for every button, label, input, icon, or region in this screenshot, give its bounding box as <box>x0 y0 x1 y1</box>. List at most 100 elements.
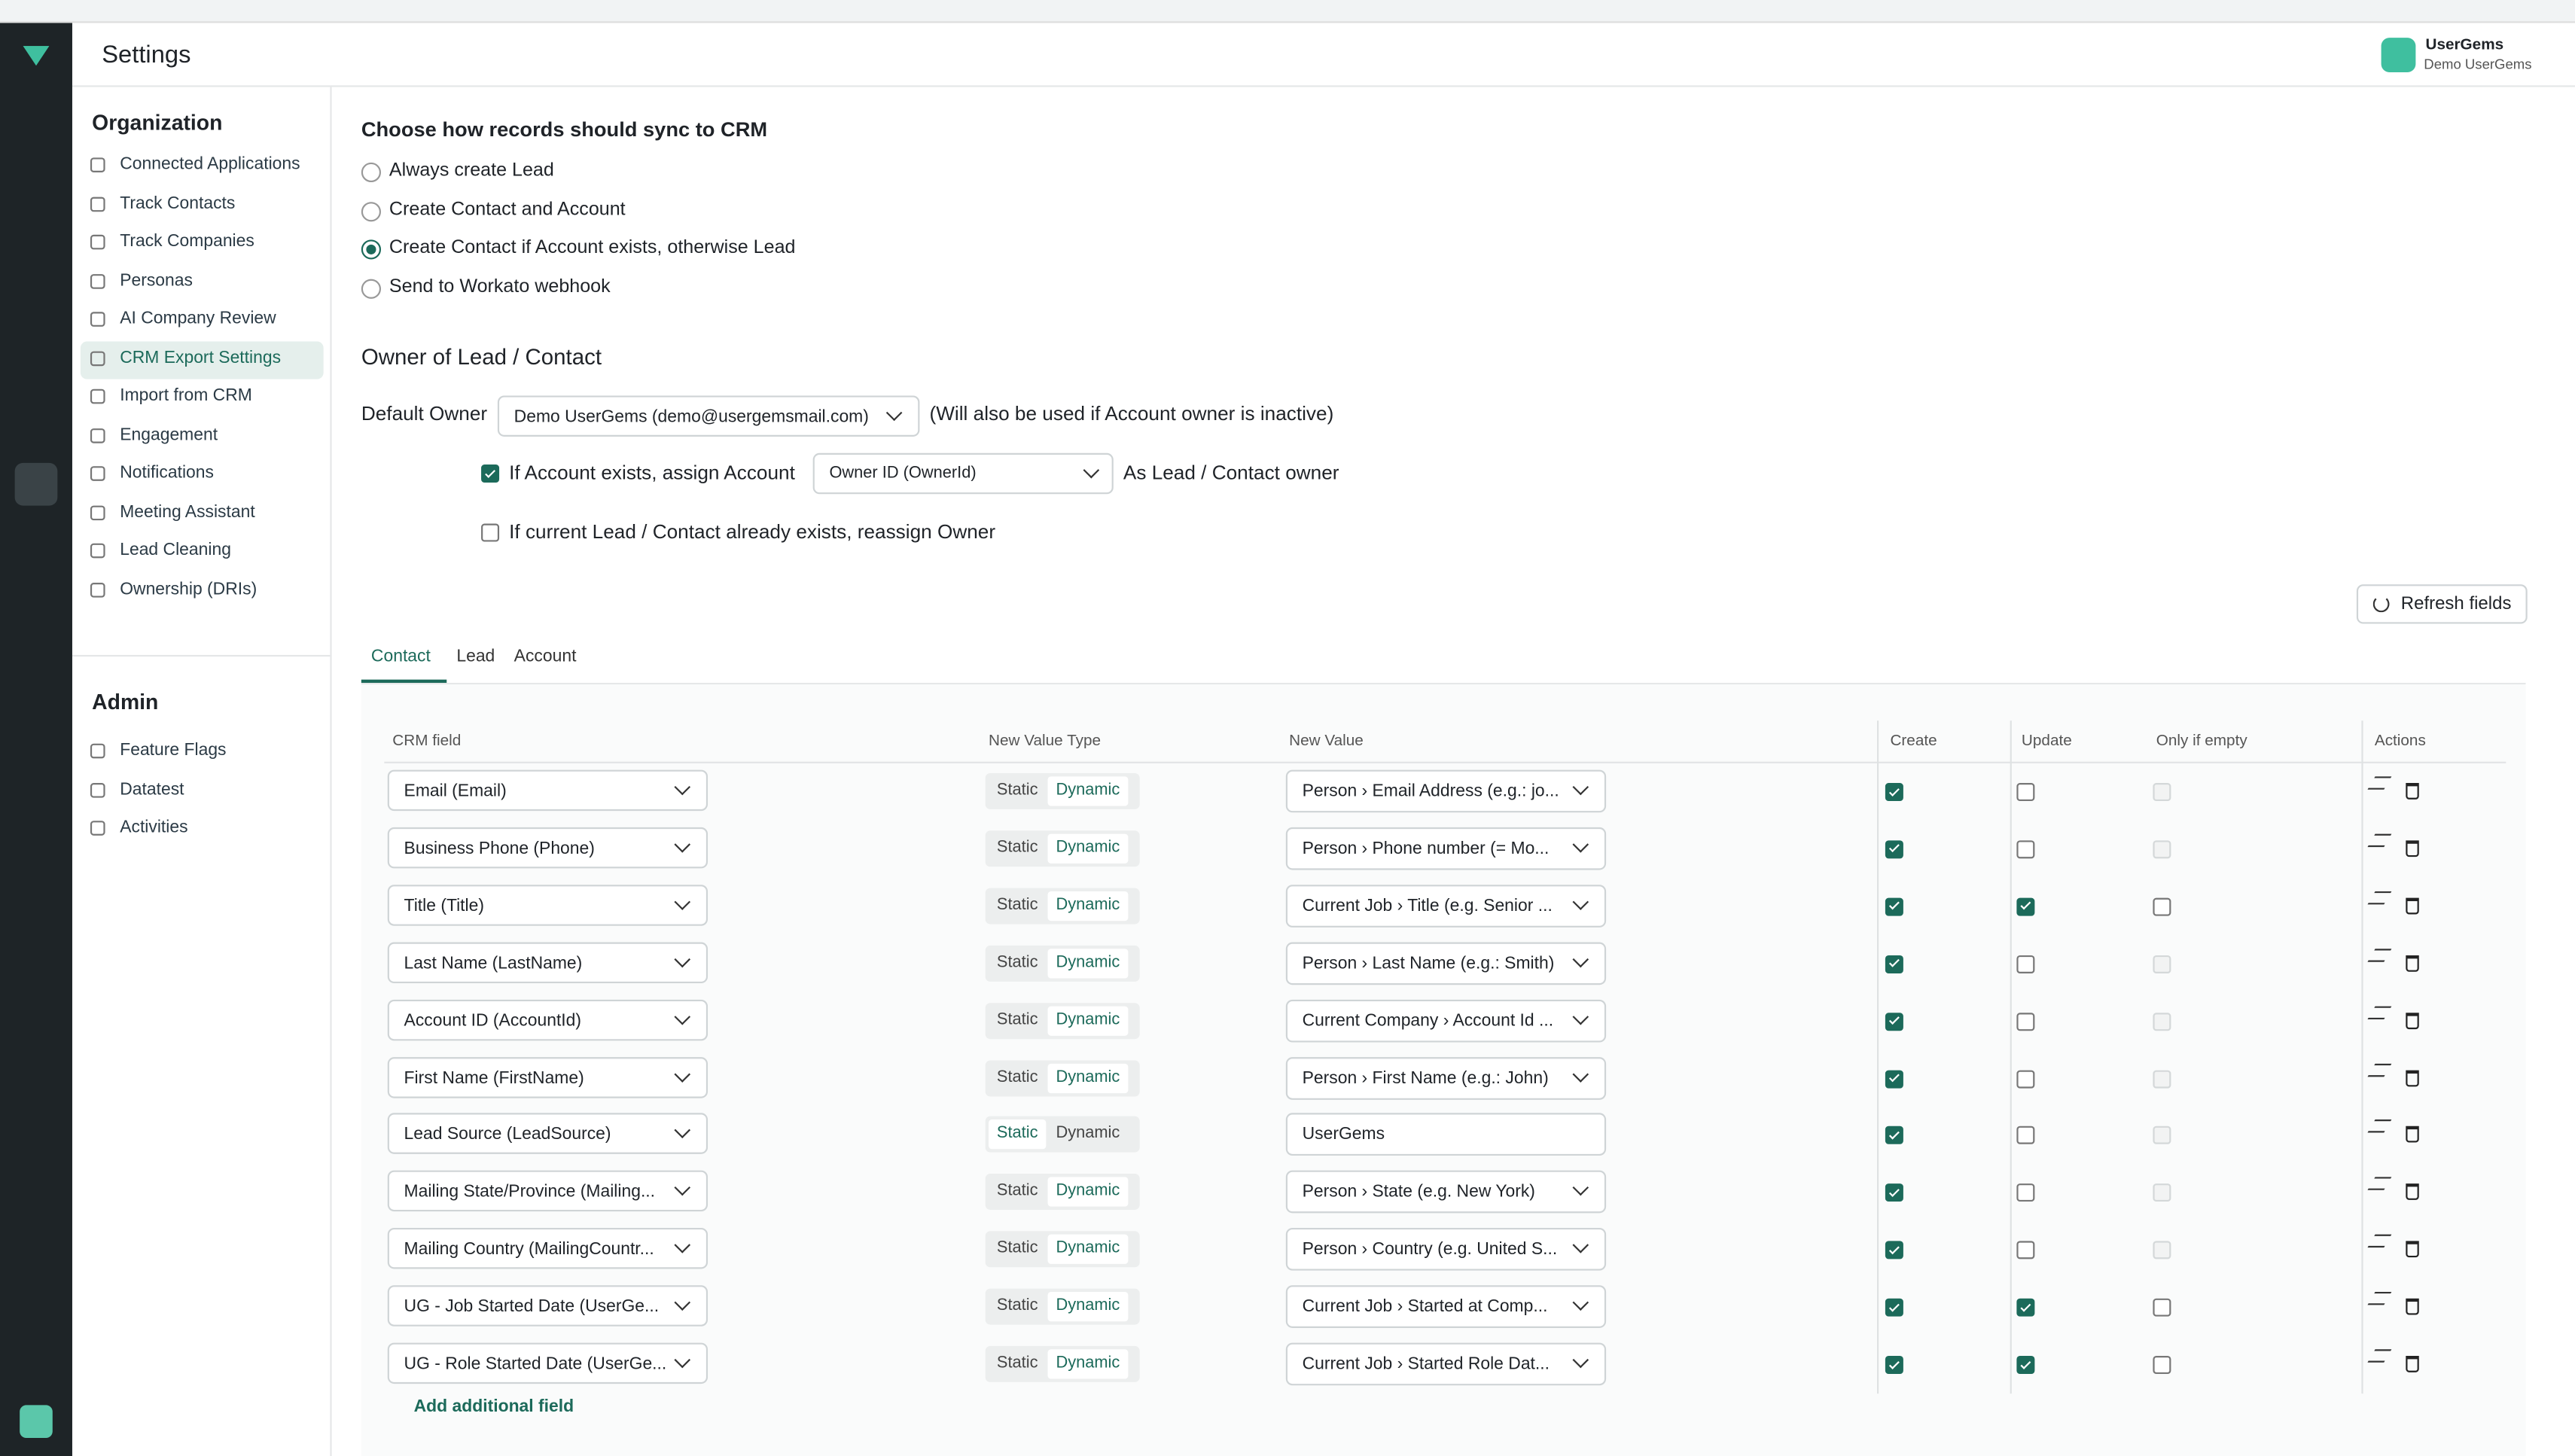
type-option[interactable]: Dynamic <box>1047 1177 1129 1208</box>
checkbox[interactable] <box>2016 840 2035 859</box>
value-input[interactable]: Person › First Name (e.g.: John) <box>1285 1056 1607 1099</box>
checkbox[interactable] <box>2016 955 2035 973</box>
field-dropdown[interactable]: Last Name (LastName) <box>387 941 709 983</box>
checkbox[interactable] <box>2016 1012 2035 1031</box>
shuffle-icon[interactable] <box>2367 1292 2392 1305</box>
delete-icon[interactable] <box>2406 955 2419 972</box>
delete-icon[interactable] <box>2406 1069 2419 1086</box>
nav-item[interactable]: Datatest <box>120 778 184 799</box>
field-dropdown[interactable]: First Name (FirstName) <box>387 1056 709 1098</box>
checkbox[interactable] <box>1885 1183 1903 1202</box>
type-option[interactable]: Static <box>996 1010 1038 1029</box>
type-option[interactable]: Dynamic <box>1047 1005 1129 1035</box>
delete-icon[interactable] <box>2406 1012 2419 1029</box>
owner-dropdown[interactable]: Demo UserGems (demo@usergemsmail.com) <box>497 395 920 437</box>
refresh-button[interactable]: Refresh fields <box>2356 584 2528 624</box>
type-toggle[interactable]: Static Dynamic <box>985 1059 1140 1096</box>
checkbox[interactable] <box>2016 1126 2035 1145</box>
shuffle-icon[interactable] <box>2367 891 2392 904</box>
checkbox[interactable] <box>1885 1241 1903 1260</box>
type-option[interactable]: Static <box>996 953 1038 972</box>
checkbox[interactable] <box>2016 1069 2035 1088</box>
checkbox[interactable] <box>1885 1126 1903 1145</box>
nav-item[interactable]: Personas <box>120 270 193 290</box>
type-option[interactable]: Static <box>996 896 1038 915</box>
checkbox[interactable] <box>2016 897 2035 916</box>
shuffle-icon[interactable] <box>2367 776 2392 790</box>
field-dropdown[interactable]: Account ID (AccountId) <box>387 998 709 1040</box>
value-input[interactable]: Current Job › Title (e.g. Senior ... <box>1285 884 1607 928</box>
type-option[interactable]: Static <box>996 1182 1038 1201</box>
value-input[interactable]: Person › Last Name (e.g.: Smith) <box>1285 941 1607 985</box>
user-icon[interactable] <box>20 1405 53 1439</box>
checkbox[interactable] <box>1885 840 1903 859</box>
shuffle-icon[interactable] <box>2367 1005 2392 1019</box>
nav-item[interactable]: Track Contacts <box>120 193 236 213</box>
nav-item[interactable]: Feature Flags <box>120 740 227 760</box>
type-option[interactable]: Dynamic <box>1047 833 1129 864</box>
field-dropdown[interactable]: Mailing State/Province (Mailing... <box>387 1171 709 1212</box>
type-option[interactable]: Static <box>996 838 1038 857</box>
field-dropdown[interactable]: Business Phone (Phone) <box>387 827 709 869</box>
type-toggle[interactable]: Static Dynamic <box>985 1116 1140 1153</box>
type-toggle[interactable]: Static Dynamic <box>985 1231 1140 1268</box>
delete-icon[interactable] <box>2406 1356 2419 1372</box>
nav-item[interactable]: Meeting Assistant <box>120 501 255 522</box>
tab[interactable]: Account <box>513 647 577 667</box>
value-input[interactable]: Person › Country (e.g. United S... <box>1285 1228 1607 1272</box>
type-toggle[interactable]: Static Dynamic <box>985 888 1140 924</box>
nav-item[interactable]: AI Company Review <box>120 308 276 329</box>
field-dropdown[interactable]: Title (Title) <box>387 884 709 926</box>
checkbox[interactable] <box>1885 1012 1903 1031</box>
nav-item[interactable]: Track Companies <box>120 231 254 251</box>
checkbox[interactable] <box>2016 1356 2035 1374</box>
type-toggle[interactable]: Static Dynamic <box>985 772 1140 809</box>
type-toggle[interactable]: Static Dynamic <box>985 1288 1140 1325</box>
radio[interactable] <box>361 201 382 221</box>
add-field-link[interactable]: Add additional field <box>413 1397 574 1417</box>
tab[interactable]: Contact <box>370 647 431 667</box>
radio[interactable] <box>361 239 382 260</box>
value-input[interactable]: Current Job › Started Role Dat... <box>1285 1342 1607 1386</box>
checkbox[interactable] <box>1885 1069 1903 1088</box>
type-option[interactable]: Dynamic <box>1047 1292 1129 1322</box>
checkbox[interactable] <box>2016 1183 2035 1202</box>
delete-icon[interactable] <box>2406 1126 2419 1144</box>
type-option[interactable]: Static <box>996 1354 1038 1372</box>
delete-icon[interactable] <box>2406 1298 2419 1315</box>
checkbox[interactable] <box>2016 1298 2035 1317</box>
type-option[interactable]: Static <box>996 781 1038 800</box>
type-option[interactable]: Static <box>996 1296 1038 1315</box>
field-dropdown[interactable]: Email (Email) <box>387 769 709 812</box>
value-input[interactable]: Person › Email Address (e.g.: jo... <box>1285 769 1607 813</box>
delete-icon[interactable] <box>2406 897 2419 915</box>
type-option[interactable]: Static <box>996 1239 1038 1258</box>
shuffle-icon[interactable] <box>2367 1119 2392 1134</box>
nav-item[interactable]: Activities <box>120 817 188 838</box>
active-rail-item[interactable] <box>14 462 58 506</box>
nav-item[interactable]: Notifications <box>120 462 214 483</box>
field-dropdown[interactable]: Mailing Country (MailingCountr... <box>387 1228 709 1269</box>
delete-icon[interactable] <box>2406 1183 2419 1201</box>
checkbox[interactable] <box>1885 783 1903 802</box>
type-option[interactable]: Dynamic <box>1047 776 1129 806</box>
checkbox[interactable] <box>1885 897 1903 916</box>
type-toggle[interactable]: Static Dynamic <box>985 1174 1140 1211</box>
value-input[interactable]: Current Company › Account Id ... <box>1285 998 1607 1042</box>
shuffle-icon[interactable] <box>2367 1177 2392 1191</box>
nav-item[interactable]: Engagement <box>120 424 218 444</box>
nav-item[interactable]: Connected Applications <box>120 154 300 175</box>
checkbox[interactable] <box>1885 955 1903 973</box>
type-option[interactable]: Dynamic <box>1047 1235 1129 1265</box>
type-option[interactable]: Dynamic <box>1056 1125 1120 1144</box>
checkbox[interactable] <box>481 465 500 483</box>
checkbox[interactable] <box>2153 1298 2171 1317</box>
radio[interactable] <box>361 162 382 183</box>
type-option[interactable]: Dynamic <box>1047 1349 1129 1379</box>
value-input[interactable]: Current Job › Started at Comp... <box>1285 1285 1607 1329</box>
field-dropdown[interactable]: UG - Job Started Date (UserGe... <box>387 1285 709 1327</box>
type-option[interactable]: Dynamic <box>1047 891 1129 921</box>
type-toggle[interactable]: Static Dynamic <box>985 1002 1140 1039</box>
type-option[interactable]: Static <box>989 1119 1047 1150</box>
shuffle-icon[interactable] <box>2367 1062 2392 1077</box>
